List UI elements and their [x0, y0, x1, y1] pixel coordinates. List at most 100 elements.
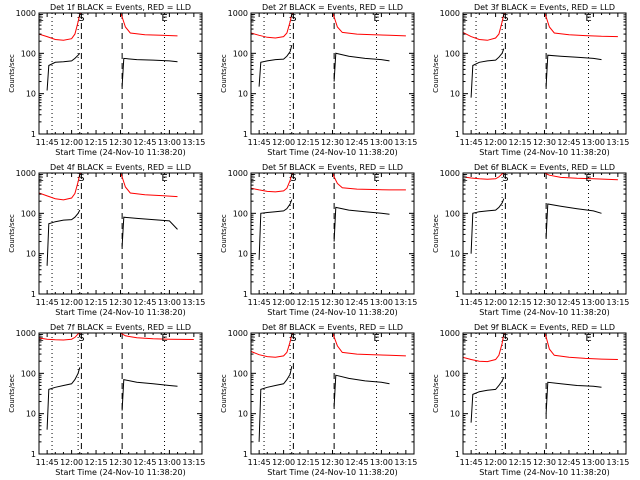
series-line-lld-2: [332, 173, 406, 191]
marker-label-e: E: [585, 333, 591, 344]
y-tick-label: 1: [455, 290, 460, 299]
x-tick-label: 11:45: [36, 298, 59, 307]
series-line-events-2: [333, 206, 390, 242]
marker-label-s: S: [502, 173, 508, 184]
panel-title: Det 4f BLACK = Events, RED = LLD: [50, 163, 191, 172]
series-line-events-1: [470, 198, 505, 254]
series-line-lld-1: [463, 13, 506, 41]
series-line-events-2: [545, 54, 602, 87]
y-tick-label: 10: [238, 250, 248, 259]
series-line-lld-1: [463, 173, 506, 180]
x-tick-label: 11:45: [248, 298, 271, 307]
y-tick-label: 1000: [440, 169, 460, 178]
marker-label-e: E: [37, 333, 43, 344]
x-tick-label: 12:15: [509, 138, 532, 147]
y-axis-label: Counts/sec: [8, 54, 16, 93]
y-tick-label: 1000: [228, 329, 248, 338]
x-tick-label: 13:00: [582, 138, 605, 147]
x-tick-label: 12:30: [109, 458, 132, 467]
y-tick-label: 10: [238, 410, 248, 419]
panel-3: 1 10 100 1000 11:45 12:00 12:15 12:30 12:45 13:00…: [432, 3, 629, 157]
marker-label-e: E: [585, 13, 591, 24]
series-line-lld-1: [39, 173, 82, 201]
x-tick-label: 11:45: [460, 458, 483, 467]
x-tick-label: 12:15: [297, 138, 320, 147]
x-tick-label: 12:30: [109, 138, 132, 147]
y-tick-label: 1000: [16, 9, 36, 18]
panel-title: Det 9f BLACK = Events, RED = LLD: [474, 323, 615, 332]
marker-label-s: S: [78, 173, 84, 184]
x-tick-label: 13:15: [182, 298, 205, 307]
x-tick-label: 12:45: [345, 298, 368, 307]
x-tick-label: 12:45: [557, 458, 580, 467]
y-tick-label: 10: [450, 90, 460, 99]
y-tick-label: 100: [233, 49, 248, 58]
y-tick-label: 1: [243, 450, 248, 459]
panel-2: 1 10 100 1000 11:45 12:00 12:15 12:30 12:45 13:00…: [220, 3, 417, 157]
series-line-lld-2: [120, 333, 194, 340]
y-tick-label: 10: [238, 90, 248, 99]
x-tick-label: 13:15: [606, 458, 629, 467]
x-tick-label: 13:15: [394, 298, 417, 307]
x-tick-label: 11:45: [248, 138, 271, 147]
panel-title: Det 6f BLACK = Events, RED = LLD: [474, 163, 615, 172]
series-line-lld-2: [120, 173, 178, 198]
x-axis-label: Start Time (24-Nov-10 11:38:20): [55, 468, 185, 477]
marker-label-e: E: [373, 173, 379, 184]
series-line-lld-1: [39, 333, 82, 341]
series-line-events-2: [545, 203, 602, 238]
y-tick-label: 10: [450, 410, 460, 419]
x-tick-label: 12:45: [133, 138, 156, 147]
y-tick-label: 10: [450, 250, 460, 259]
series-line-events-1: [470, 376, 505, 423]
x-tick-label: 11:45: [460, 298, 483, 307]
series-line-lld-2: [332, 13, 406, 37]
marker-label-s: S: [78, 333, 84, 344]
series-line-lld-1: [251, 13, 294, 39]
x-tick-label: 12:45: [557, 298, 580, 307]
panel-title: Det 1f BLACK = Events, RED = LLD: [50, 3, 191, 12]
series-line-lld-1: [251, 333, 294, 358]
marker-label-e: E: [461, 173, 467, 184]
series-line-events-1: [46, 52, 81, 91]
x-axis-label: Start Time (24-Nov-10 11:38:20): [479, 308, 609, 317]
x-tick-label: 12:30: [321, 298, 344, 307]
series-line-events-2: [121, 57, 178, 87]
marker-label-s: S: [502, 333, 508, 344]
y-tick-label: 10: [26, 250, 36, 259]
series-line-events-1: [258, 44, 293, 87]
panel-6: 1 10 100 1000 11:45 12:00 12:15 12:30 12:45 13:00…: [432, 163, 629, 317]
series-line-events-1: [470, 48, 505, 98]
y-tick-label: 1: [243, 290, 248, 299]
x-tick-label: 13:15: [394, 458, 417, 467]
marker-label-s: S: [290, 333, 296, 344]
x-tick-label: 12:30: [533, 138, 556, 147]
x-tick-label: 12:45: [133, 458, 156, 467]
x-tick-label: 12:00: [60, 458, 83, 467]
y-axis-label: Counts/sec: [432, 214, 440, 253]
y-axis-label: Counts/sec: [8, 214, 16, 253]
x-tick-label: 12:45: [557, 138, 580, 147]
panel-title: Det 2f BLACK = Events, RED = LLD: [262, 3, 403, 12]
x-tick-label: 13:00: [370, 458, 393, 467]
series-line-events-1: [46, 367, 81, 430]
panel-8: 1 10 100 1000 11:45 12:00 12:15 12:30 12:45 13:00…: [220, 323, 417, 477]
x-tick-label: 13:00: [158, 138, 181, 147]
x-tick-label: 12:15: [509, 458, 532, 467]
marker-label-e: E: [249, 173, 255, 184]
marker-label-e: E: [373, 13, 379, 24]
series-line-events-2: [545, 381, 602, 414]
x-tick-label: 11:45: [248, 458, 271, 467]
x-tick-label: 11:45: [36, 138, 59, 147]
x-tick-label: 13:00: [582, 298, 605, 307]
x-tick-label: 12:00: [272, 138, 295, 147]
x-tick-label: 12:15: [85, 458, 108, 467]
series-line-events-2: [121, 378, 178, 411]
marker-label-e: E: [161, 333, 167, 344]
panel-title: Det 8f BLACK = Events, RED = LLD: [262, 323, 403, 332]
x-tick-label: 12:30: [533, 458, 556, 467]
y-tick-label: 100: [21, 49, 36, 58]
x-axis-label: Start Time (24-Nov-10 11:38:20): [55, 148, 185, 157]
